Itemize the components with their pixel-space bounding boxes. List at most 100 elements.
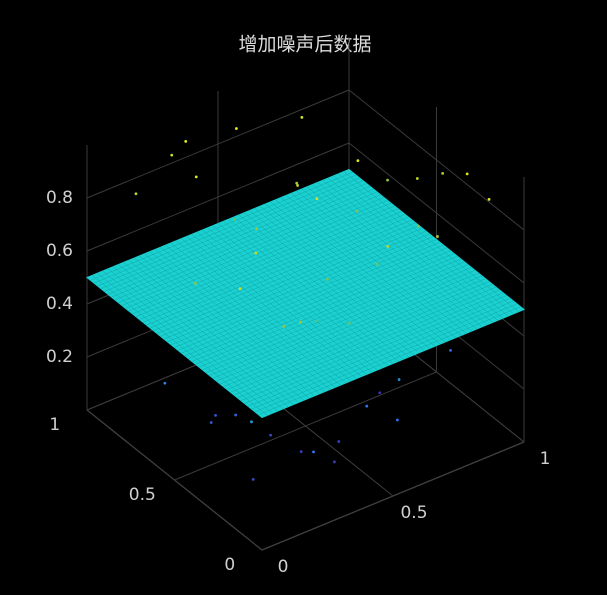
mesh-line (142, 214, 406, 323)
mesh-line (259, 206, 436, 347)
data-point (255, 227, 258, 231)
mesh-line (338, 173, 514, 315)
data-point (449, 348, 452, 352)
mesh-line (238, 214, 415, 356)
mesh-line (285, 195, 462, 336)
data-point (254, 251, 258, 255)
mesh-line (174, 239, 437, 348)
data-point (378, 391, 382, 395)
mesh-line (306, 186, 483, 327)
chart-title: 增加噪声后数据 (238, 34, 371, 56)
z-tick-label: 0.4 (46, 294, 73, 314)
mesh-line (291, 193, 467, 334)
mesh-line (111, 188, 374, 298)
mesh-line (100, 180, 364, 289)
mesh-line (170, 236, 434, 345)
y-tick-label: 0.5 (129, 485, 156, 505)
mesh-line (265, 203, 441, 345)
y-tick-label: 1 (49, 415, 60, 435)
mesh-line (322, 180, 498, 321)
mesh-line (244, 212, 420, 353)
x-tick-label: 0 (278, 557, 289, 577)
data-point (487, 197, 491, 201)
data-point (416, 224, 420, 228)
x-tick-label: 1 (540, 449, 551, 469)
data-point (315, 197, 319, 201)
data-point (163, 381, 167, 385)
data-point (170, 153, 174, 157)
mesh-line (301, 188, 477, 330)
data-point (356, 159, 360, 163)
data-point (233, 217, 237, 221)
data-point (337, 440, 341, 443)
mesh-line (343, 171, 519, 312)
mesh-line (233, 216, 409, 358)
mesh-line (156, 225, 420, 334)
mesh-line (93, 174, 357, 284)
mesh-line (139, 211, 402, 320)
data-point (214, 413, 217, 417)
grid-line (348, 142, 525, 284)
mesh-line (128, 202, 392, 312)
data-point (269, 433, 272, 437)
mesh-line (146, 216, 409, 326)
data-point (234, 127, 238, 130)
data-point (365, 404, 369, 408)
mesh-line (97, 177, 360, 287)
mesh-line (333, 175, 509, 317)
data-point (250, 420, 253, 424)
mesh-line (121, 197, 385, 306)
data-point (326, 277, 329, 281)
mesh-line (223, 221, 399, 362)
mesh-line (153, 222, 416, 331)
mesh-line (254, 208, 430, 349)
data-point (333, 460, 336, 464)
mesh-line (228, 218, 404, 360)
mesh-line (312, 184, 488, 325)
y-tick-label: 0 (224, 555, 235, 575)
x-tick-label: 0.5 (400, 503, 427, 523)
data-point (386, 178, 389, 182)
mesh-line (167, 233, 430, 343)
mesh-line (275, 199, 451, 340)
data-point (209, 421, 213, 424)
data-point (251, 478, 255, 481)
data-point (436, 235, 439, 238)
data-point (375, 262, 379, 266)
mesh-line (90, 172, 353, 281)
mesh-line (132, 205, 395, 315)
mesh-line (163, 230, 427, 340)
data-point (282, 324, 286, 328)
data-point (441, 171, 445, 175)
mesh-line (160, 228, 423, 337)
data-point (314, 319, 318, 323)
data-point (299, 450, 303, 454)
data-point (134, 192, 138, 196)
grid-line (348, 89, 525, 231)
mesh-line (118, 194, 381, 303)
data-point (296, 184, 299, 187)
grid-line (86, 142, 350, 252)
mesh-line (270, 201, 446, 343)
grid-line (261, 441, 525, 551)
mesh-line (149, 219, 413, 329)
mesh-line (327, 177, 504, 319)
grid-line (174, 371, 437, 481)
data-point (234, 413, 238, 417)
data-point (184, 140, 188, 143)
z-tick-label: 0.8 (46, 188, 73, 208)
mesh-line (280, 197, 457, 338)
mesh-line (135, 208, 399, 317)
grid-line (86, 89, 350, 199)
z-tick-label: 0.2 (46, 347, 73, 367)
mesh-line (296, 190, 472, 332)
data-point (355, 209, 359, 213)
data-point (194, 175, 198, 179)
data-point (415, 177, 419, 180)
mesh-line (125, 200, 388, 309)
data-point (238, 287, 242, 291)
data-point (295, 181, 299, 185)
mesh-line (104, 183, 367, 292)
data-point (395, 418, 399, 422)
